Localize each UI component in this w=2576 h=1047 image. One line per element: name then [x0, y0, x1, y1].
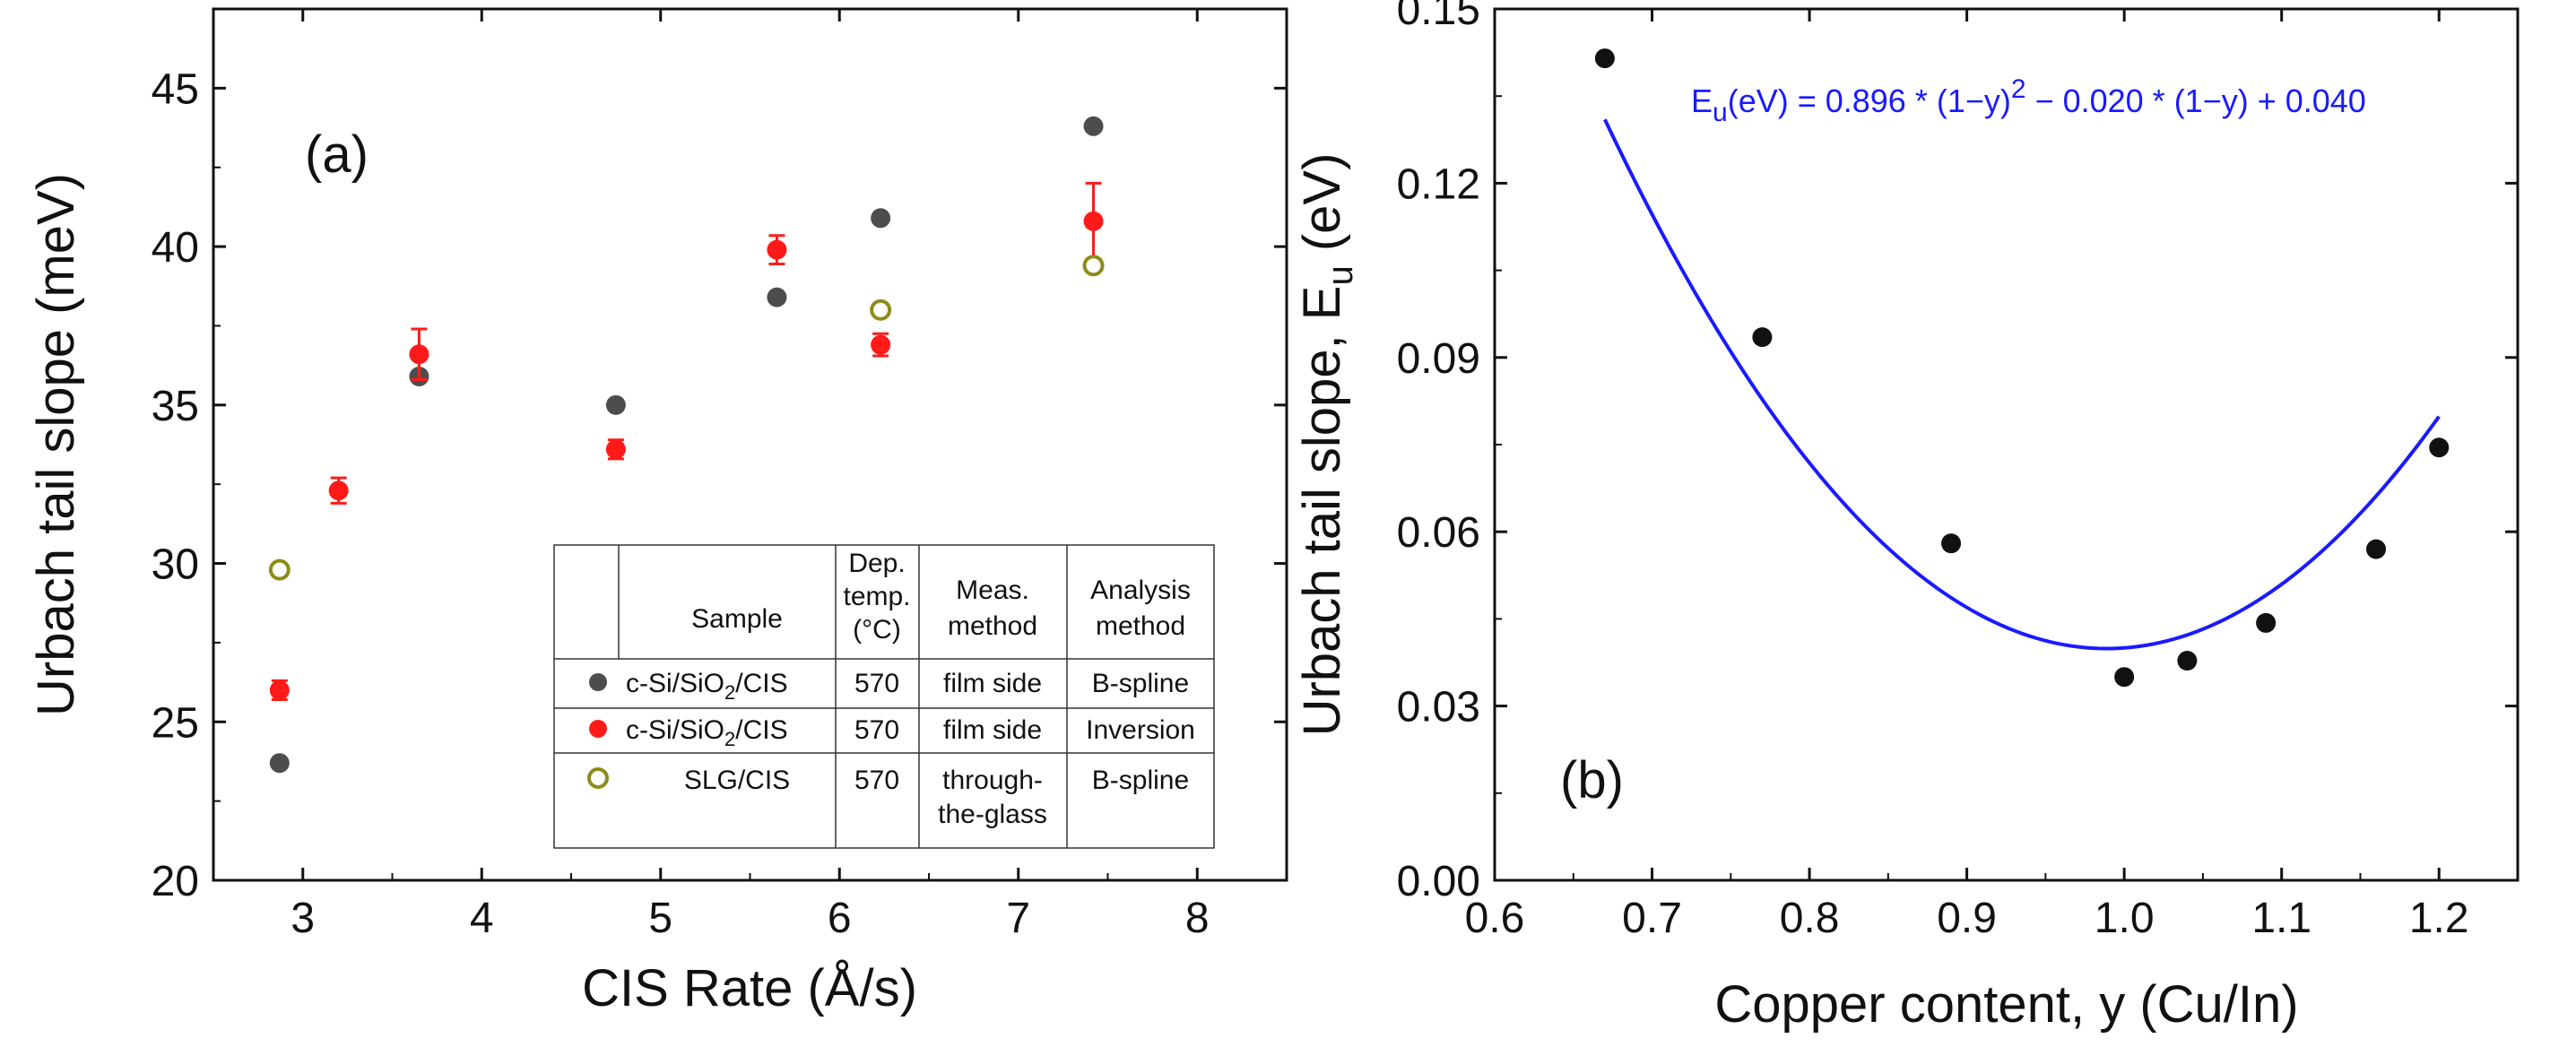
y-tick-label-b: 0.06	[1397, 509, 1480, 557]
data-point-inversion	[1083, 211, 1104, 231]
x-tick-label-a: 6	[828, 895, 852, 942]
legend-header-analysis-1: Analysis	[1090, 575, 1191, 605]
x-tick-label-a: 7	[1006, 895, 1030, 942]
data-point-bspline	[767, 287, 787, 307]
data-point-b	[2177, 651, 2198, 671]
fit-equation: Eu(eV) = 0.896 * (1−y)2 − 0.020 * (1−y) …	[1691, 74, 2366, 127]
y-tick-label-b: 0.12	[1397, 160, 1480, 208]
x-tick-label-a: 4	[470, 895, 494, 942]
legend-row-3-analysis: B-spline	[1092, 766, 1189, 795]
x-tick-label-a: 5	[648, 895, 672, 942]
data-point-slg	[268, 558, 291, 581]
legend-row-1-temp: 570	[854, 669, 899, 698]
data-point-bspline	[871, 208, 891, 229]
legend-row-1-analysis: B-spline	[1092, 669, 1189, 698]
legend-row-3-temp: 570	[854, 766, 899, 795]
legend-marker-olive	[587, 767, 609, 789]
data-point-inversion	[767, 239, 787, 260]
data-point-bspline	[1083, 116, 1104, 136]
panel-label-a: (a)	[305, 125, 369, 184]
data-point-b	[2256, 612, 2277, 633]
x-axis-label-b: Copper content, y (Cu/In)	[1714, 975, 2298, 1034]
x-tick-label-b: 0.6	[1465, 895, 1525, 942]
data-point-inversion	[871, 334, 891, 355]
y-axis-label-a: Urbach tail slope (meV)	[27, 173, 85, 716]
legend-header-dep-3: (°C)	[853, 615, 901, 645]
fit-curve	[1603, 118, 2441, 651]
legend-row-1-sample: c-Si/SiO2/CIS	[626, 669, 788, 704]
x-tick-label-b: 1.2	[2409, 895, 2469, 942]
y-axis-label-b: Urbach tail slope, Eu (eV)	[1293, 153, 1360, 737]
x-tick-label-b: 0.9	[1937, 895, 1997, 942]
plot-frame-b	[1493, 7, 2520, 882]
x-tick-label-b: 1.1	[2251, 895, 2311, 942]
data-point-slg	[1082, 255, 1105, 277]
x-tick-label-b: 0.7	[1622, 895, 1682, 942]
legend-header-meas-2: method	[948, 611, 1037, 641]
y-tick-label-a: 45	[152, 65, 199, 113]
legend-row-3-meas-2: the-glass	[938, 800, 1047, 829]
chart-panel-a: (a) CIS Rate (Å/s) Urbach tail slope (me…	[27, 7, 1288, 1017]
legend-marker-red	[589, 720, 607, 738]
data-points-b	[1594, 48, 2450, 688]
legend-header-analysis-2: method	[1096, 611, 1185, 641]
legend-header-dep-2: temp.	[843, 582, 910, 611]
legend-row-2-temp: 570	[854, 715, 899, 745]
x-tick-label-a: 8	[1185, 895, 1210, 942]
legend-row-3-meas-1: through-	[942, 766, 1043, 795]
data-point-inversion	[605, 439, 626, 460]
y-tick-label-a: 35	[152, 383, 199, 430]
x-tick-label-b: 1.0	[2095, 895, 2155, 942]
legend-row-2-sample: c-Si/SiO2/CIS	[626, 715, 788, 750]
data-point-inversion	[328, 480, 349, 501]
x-tick-label-a: 3	[291, 895, 315, 942]
legend-row-2-meas: film side	[943, 715, 1042, 745]
axis-ticks-b: 0.6 0.7 0.8 0.9 1.0 1.1 1.2 0.00 0.03 0.06 0.09 0.1…	[1397, 0, 2518, 942]
chart-panel-b: (b) Copper content, y (Cu/In) Urbach tai…	[1293, 0, 2520, 1034]
y-tick-label-b: 0.03	[1397, 684, 1480, 731]
data-point-b	[1752, 327, 1773, 348]
legend-table: Sample Dep. temp. (°C) Meas. method Anal…	[553, 544, 1215, 849]
data-point-inversion	[409, 344, 429, 365]
legend-row-1-meas: film side	[943, 669, 1042, 698]
x-tick-label-b: 0.8	[1780, 895, 1840, 942]
data-point-b	[1941, 533, 1962, 554]
y-tick-label-b: 0.15	[1397, 0, 1480, 34]
y-tick-label-a: 25	[152, 699, 199, 747]
data-points-a	[268, 116, 1105, 774]
data-point-bspline	[605, 394, 626, 415]
legend-row-2-analysis: Inversion	[1086, 715, 1195, 745]
data-point-b	[2114, 667, 2135, 688]
legend-header-sample: Sample	[691, 604, 783, 634]
data-point-b	[2366, 539, 2387, 559]
y-tick-label-a: 20	[152, 858, 199, 905]
legend-header-meas-1: Meas.	[956, 575, 1029, 605]
legend-row-3-sample: SLG/CIS	[684, 766, 790, 795]
y-tick-label-a: 40	[152, 224, 199, 272]
legend-table-frame	[553, 544, 1215, 849]
legend-header-dep-1: Dep.	[848, 549, 905, 578]
legend-marker-gray	[589, 673, 607, 691]
panel-label-b: (b)	[1560, 751, 1624, 809]
y-tick-label-b: 0.00	[1397, 858, 1480, 905]
data-point-bspline	[269, 753, 290, 774]
y-tick-label-a: 30	[152, 541, 199, 589]
data-point-b	[2429, 437, 2450, 458]
y-tick-label-b: 0.09	[1397, 335, 1480, 383]
data-point-slg	[870, 299, 892, 321]
data-point-b	[1594, 48, 1615, 69]
data-point-inversion	[269, 679, 290, 700]
x-axis-label-a: CIS Rate (Å/s)	[582, 959, 917, 1017]
